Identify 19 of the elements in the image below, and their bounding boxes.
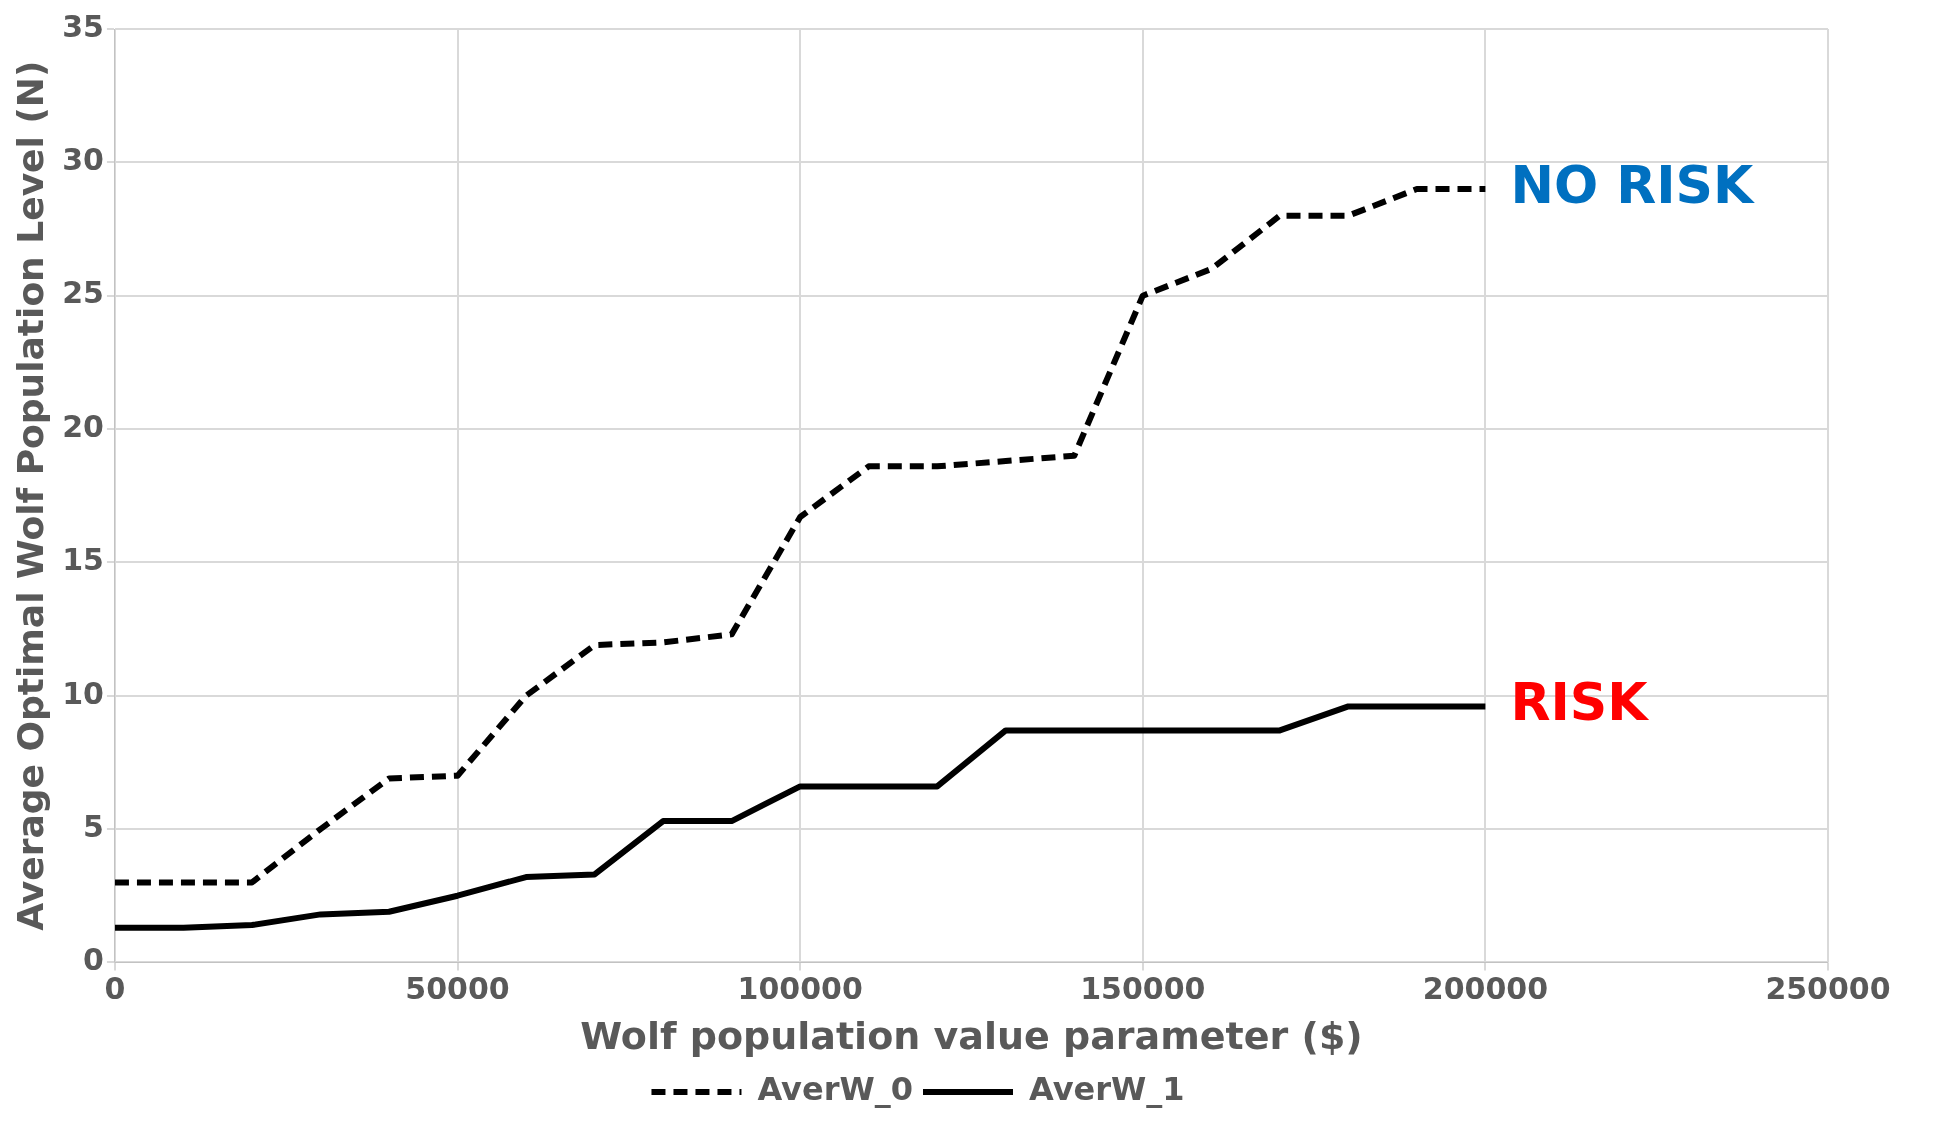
y-tick-label: 10: [62, 675, 104, 711]
y-tick-label: 15: [62, 542, 104, 578]
y-tick-label: 5: [83, 808, 104, 844]
x-tick-label: 250000: [1765, 971, 1891, 1007]
annotation: NO RISK: [1510, 154, 1756, 215]
x-tick-label: 200000: [1422, 971, 1549, 1007]
legend-label: AverW_1: [1029, 1070, 1185, 1109]
y-tick-label: 0: [83, 942, 104, 978]
y-tick-label: 25: [62, 275, 104, 311]
y-tick-label: 35: [62, 8, 104, 44]
x-tick-label: 150000: [1080, 971, 1206, 1007]
x-axis-title: Wolf population value parameter ($): [580, 1014, 1363, 1059]
y-tick-label: 20: [62, 408, 104, 444]
y-tick-label: 30: [62, 142, 104, 178]
legend-label: AverW_0: [757, 1070, 913, 1109]
annotation: RISK: [1510, 671, 1650, 732]
y-axis-title: Average Optimal Wolf Population Level (N): [9, 60, 51, 931]
x-tick-label: 100000: [737, 971, 863, 1007]
x-tick-label: 50000: [405, 971, 510, 1007]
